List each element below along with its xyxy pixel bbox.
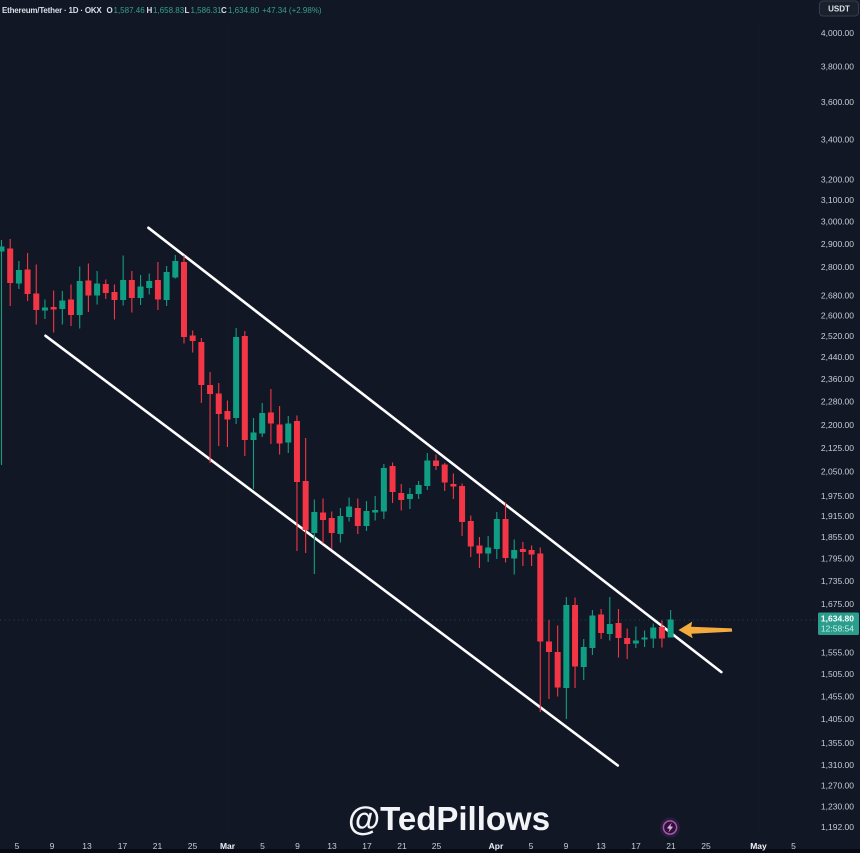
svg-text:13: 13 bbox=[596, 841, 606, 851]
svg-text:17: 17 bbox=[118, 841, 128, 851]
svg-text:1,270.00: 1,270.00 bbox=[821, 781, 854, 791]
svg-text:21: 21 bbox=[666, 841, 676, 851]
svg-text:3,600.00: 3,600.00 bbox=[821, 97, 854, 107]
svg-text:1,735.00: 1,735.00 bbox=[821, 576, 854, 586]
svg-text:Apr: Apr bbox=[489, 841, 504, 851]
svg-text:4,000.00: 4,000.00 bbox=[821, 28, 854, 38]
svg-text:1,230.00: 1,230.00 bbox=[821, 801, 854, 811]
svg-text:1,675.00: 1,675.00 bbox=[821, 599, 854, 609]
svg-text:3,100.00: 3,100.00 bbox=[821, 195, 854, 205]
svg-text:3,000.00: 3,000.00 bbox=[821, 217, 854, 227]
svg-text:3,200.00: 3,200.00 bbox=[821, 174, 854, 184]
svg-text:1,505.00: 1,505.00 bbox=[821, 669, 854, 679]
svg-text:1,795.00: 1,795.00 bbox=[821, 554, 854, 564]
svg-text:1,355.00: 1,355.00 bbox=[821, 738, 854, 748]
svg-text:1,915.00: 1,915.00 bbox=[821, 511, 854, 521]
svg-text:Mar: Mar bbox=[220, 841, 236, 851]
svg-text:2,280.00: 2,280.00 bbox=[821, 397, 854, 407]
svg-text:1,634.80: 1,634.80 bbox=[821, 614, 854, 624]
svg-text:5: 5 bbox=[15, 841, 20, 851]
svg-text:2,125.00: 2,125.00 bbox=[821, 443, 854, 453]
svg-text:2,600.00: 2,600.00 bbox=[821, 311, 854, 321]
svg-text:2,900.00: 2,900.00 bbox=[821, 239, 854, 249]
svg-text:25: 25 bbox=[432, 841, 442, 851]
svg-text:13: 13 bbox=[82, 841, 92, 851]
svg-text:3,800.00: 3,800.00 bbox=[821, 62, 854, 72]
svg-text:Ethereum/Tether · 1D · OKX: Ethereum/Tether · 1D · OKX bbox=[2, 6, 102, 15]
svg-text:2,440.00: 2,440.00 bbox=[821, 352, 854, 362]
svg-text:5: 5 bbox=[529, 841, 534, 851]
svg-text:3,400.00: 3,400.00 bbox=[821, 135, 854, 145]
svg-text:21: 21 bbox=[397, 841, 407, 851]
svg-text:2,800.00: 2,800.00 bbox=[821, 262, 854, 272]
svg-text:1,405.00: 1,405.00 bbox=[821, 714, 854, 724]
svg-text:12:58:54: 12:58:54 bbox=[821, 624, 854, 634]
svg-text:1,310.00: 1,310.00 bbox=[821, 760, 854, 770]
svg-text:2,360.00: 2,360.00 bbox=[821, 374, 854, 384]
svg-text:1,855.00: 1,855.00 bbox=[821, 532, 854, 542]
svg-text:25: 25 bbox=[188, 841, 198, 851]
svg-text:1,555.00: 1,555.00 bbox=[821, 648, 854, 658]
svg-text:@TedPillows: @TedPillows bbox=[348, 800, 550, 837]
svg-text:2,680.00: 2,680.00 bbox=[821, 291, 854, 301]
svg-text:May: May bbox=[750, 841, 767, 851]
svg-text:9: 9 bbox=[50, 841, 55, 851]
svg-text:1,192.00: 1,192.00 bbox=[821, 822, 854, 832]
svg-text:1,975.00: 1,975.00 bbox=[821, 491, 854, 501]
svg-text:9: 9 bbox=[564, 841, 569, 851]
svg-text:2,520.00: 2,520.00 bbox=[821, 331, 854, 341]
svg-text:21: 21 bbox=[153, 841, 163, 851]
svg-text:5: 5 bbox=[260, 841, 265, 851]
svg-text:25: 25 bbox=[701, 841, 711, 851]
svg-text:USDT: USDT bbox=[828, 5, 850, 14]
svg-text:17: 17 bbox=[631, 841, 641, 851]
svg-text:2,200.00: 2,200.00 bbox=[821, 420, 854, 430]
svg-text:13: 13 bbox=[327, 841, 337, 851]
svg-text:2,050.00: 2,050.00 bbox=[821, 467, 854, 477]
svg-text:9: 9 bbox=[295, 841, 300, 851]
svg-text:5: 5 bbox=[791, 841, 796, 851]
svg-text:1,455.00: 1,455.00 bbox=[821, 691, 854, 701]
svg-text:17: 17 bbox=[362, 841, 372, 851]
